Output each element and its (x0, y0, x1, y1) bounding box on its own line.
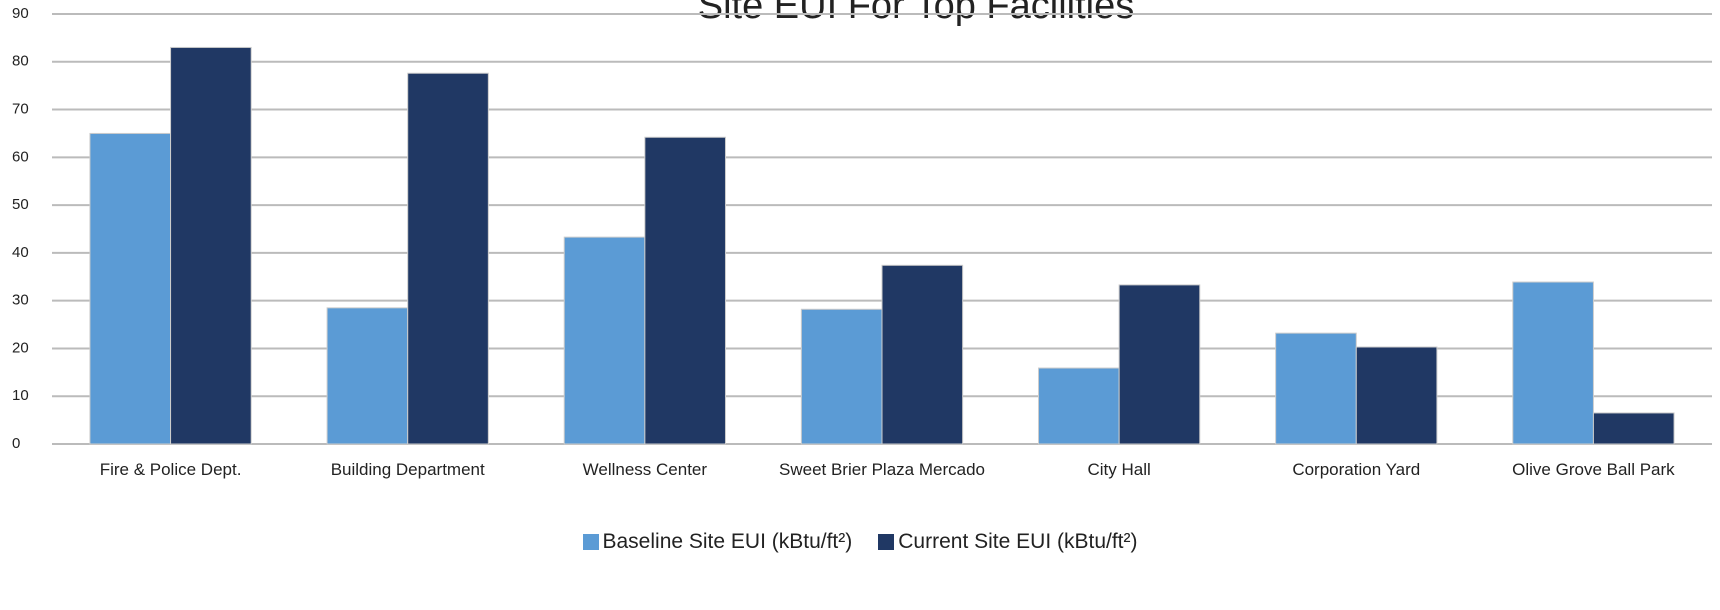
bar (881, 264, 964, 445)
x-tick-label: Olive Grove Ball Park (1512, 460, 1675, 479)
legend: Baseline Site EUI (kBtu/ft²) Current Site… (0, 530, 1720, 554)
x-tick-label: City Hall (1087, 460, 1151, 479)
bar (326, 307, 409, 445)
y-tick-label: 0 (12, 435, 20, 452)
bar (89, 132, 172, 445)
y-tick-label: 20 (12, 339, 29, 356)
legend-label: Baseline Site EUI (kBtu/ft²) (602, 530, 853, 553)
bar (170, 46, 252, 445)
y-tick-label: 30 (12, 292, 29, 309)
y-tick-label: 90 (12, 5, 29, 22)
x-tick-label: Building Department (330, 460, 485, 479)
x-tick-label: Wellness Center (582, 460, 708, 479)
x-tick-label: Sweet Brier Plaza Mercado (779, 460, 985, 479)
legend-swatch (878, 534, 895, 550)
legend-label: Current Site EUI (kBtu/ft²) (898, 530, 1138, 553)
bar (1118, 284, 1201, 445)
y-tick-label: 70 (12, 101, 29, 118)
y-tick-label: 80 (12, 53, 29, 70)
x-tick-label: Fire & Police Dept. (99, 460, 242, 479)
y-tick-label: 50 (12, 196, 29, 213)
bar (407, 72, 489, 445)
y-tick-label: 40 (12, 244, 29, 261)
legend-item: Current Site EUI (kBtu/ft²) (878, 530, 1138, 554)
bar (1275, 332, 1357, 445)
y-tick-label: 60 (12, 148, 29, 165)
bar (1355, 346, 1438, 445)
bar (1038, 367, 1120, 445)
bar (800, 308, 883, 445)
bar (644, 136, 726, 445)
bar (1512, 281, 1594, 445)
legend-swatch (582, 534, 599, 550)
y-tick-label: 10 (12, 387, 29, 404)
x-tick-label: Corporation Yard (1292, 460, 1421, 479)
bar (563, 236, 646, 445)
legend-item: Baseline Site EUI (kBtu/ft²) (582, 530, 853, 554)
bar (1592, 412, 1675, 445)
